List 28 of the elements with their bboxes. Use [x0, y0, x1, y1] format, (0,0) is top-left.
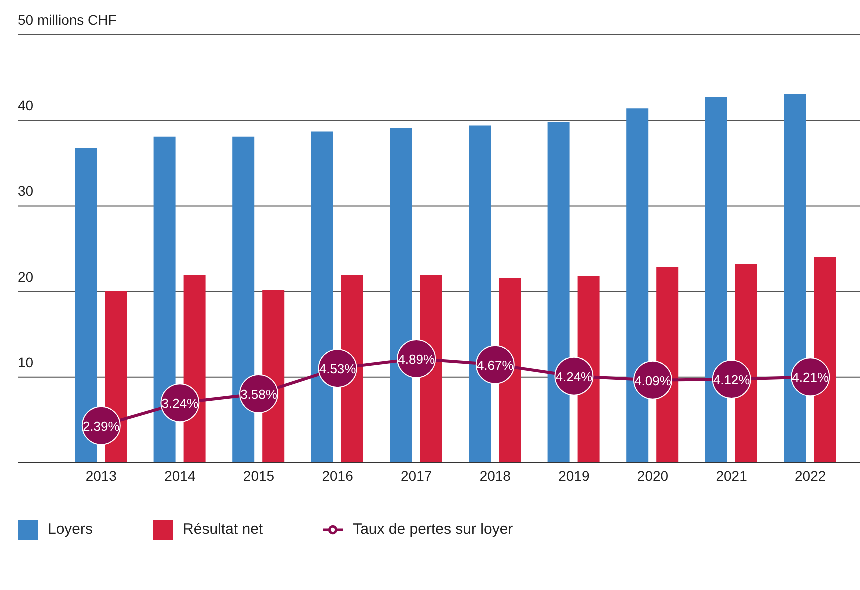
- x-tick-label: 2014: [164, 468, 196, 484]
- data-label: 2.39%: [82, 418, 120, 434]
- x-tick-label: 2015: [243, 468, 275, 484]
- y-tick-label: 50 millions CHF: [18, 12, 117, 28]
- data-label: 4.67%: [476, 358, 514, 373]
- x-tick-label: 2020: [637, 468, 669, 484]
- data-label: 4.53%: [319, 362, 357, 377]
- data-label: 4.12%: [713, 372, 751, 388]
- data-label: 4.24%: [556, 369, 594, 384]
- data-label: 3.58%: [240, 386, 278, 402]
- y-tick-label: 30: [18, 183, 34, 200]
- legend-label: Loyers: [48, 521, 94, 538]
- x-tick-label: 2017: [401, 468, 432, 484]
- x-tick-label: 2016: [322, 468, 354, 484]
- y-tick-label: 40: [18, 98, 34, 114]
- data-label: 4.89%: [398, 352, 436, 367]
- x-tick-label: 2019: [558, 468, 590, 484]
- x-tick-label: 2018: [480, 468, 512, 484]
- data-label: 4.21%: [792, 370, 830, 386]
- data-label: 3.24%: [162, 396, 200, 412]
- x-tick-label: 2013: [86, 468, 118, 484]
- legend-label: Taux de pertes sur loyer: [353, 521, 514, 538]
- legend-label: Résultat net: [183, 521, 264, 538]
- x-tick-label: 2021: [716, 468, 748, 484]
- y-tick-label: 20: [18, 268, 34, 285]
- x-tick-label: 2022: [795, 468, 826, 484]
- data-label: 4.09%: [634, 373, 672, 388]
- y-tick-label: 10: [18, 354, 34, 370]
